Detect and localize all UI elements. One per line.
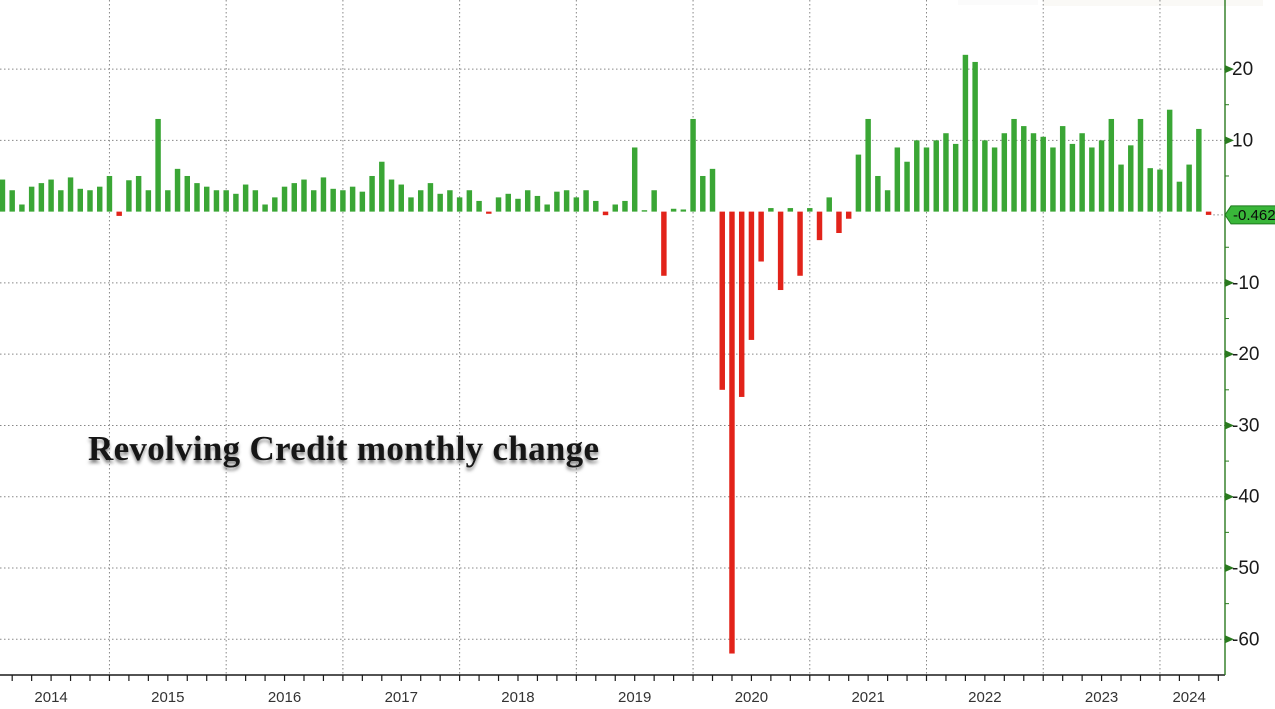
svg-text:-50: -50 [1232,558,1259,579]
svg-text:2018: 2018 [501,689,534,706]
svg-text:2016: 2016 [268,689,301,706]
svg-text:2015: 2015 [151,689,184,706]
svg-text:-40: -40 [1232,487,1259,508]
svg-text:-30: -30 [1232,415,1259,436]
svg-text:2017: 2017 [385,689,418,706]
svg-text:2019: 2019 [618,689,651,706]
svg-text:2020: 2020 [735,689,768,706]
svg-text:10: 10 [1232,130,1253,151]
svg-text:-60: -60 [1232,629,1259,650]
svg-text:2023: 2023 [1085,689,1118,706]
svg-text:2014: 2014 [34,689,67,706]
svg-text:-10: -10 [1232,273,1259,294]
svg-text:2022: 2022 [968,689,1001,706]
svg-text:20: 20 [1232,59,1253,80]
svg-text:2021: 2021 [851,689,884,706]
svg-text:-0.462: -0.462 [1233,207,1275,224]
svg-text:-20: -20 [1232,344,1259,365]
svg-text:2024: 2024 [1172,689,1205,706]
